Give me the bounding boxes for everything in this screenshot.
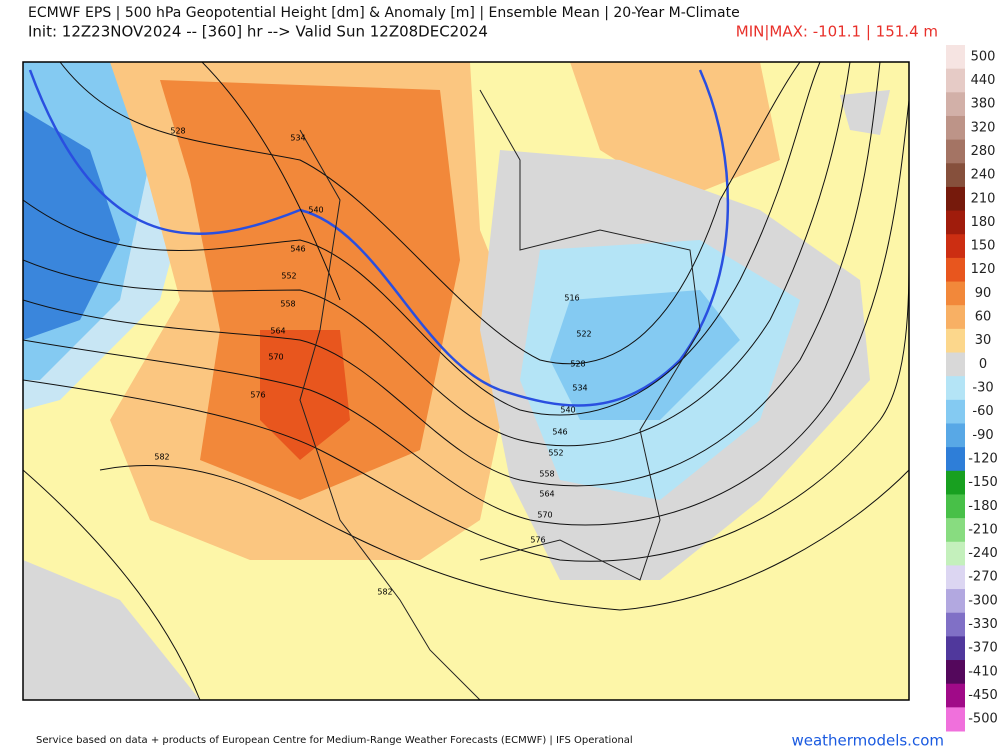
anomaly-area — [840, 90, 890, 135]
anomaly-area — [23, 110, 120, 340]
contour-label: 552 — [281, 272, 296, 281]
colorbar-label: -120 — [968, 451, 998, 466]
colorbar-label: 500 — [971, 49, 996, 64]
colorbar-swatch — [946, 45, 965, 70]
colorbar-swatch — [946, 447, 965, 472]
colorbar-swatch — [946, 68, 965, 93]
colorbar-swatch — [946, 305, 965, 330]
contour-label: 540 — [560, 406, 575, 415]
contour-label: 534 — [572, 384, 587, 393]
anomaly-area — [550, 290, 740, 420]
contour-label: 570 — [268, 353, 283, 362]
colorbar-label: -410 — [968, 664, 998, 679]
colorbar-label: 240 — [971, 168, 996, 183]
colorbar-swatch — [946, 210, 965, 235]
contour-label: 540 — [308, 206, 323, 215]
contours — [23, 62, 909, 700]
colorbar-swatch — [946, 352, 965, 377]
colorbar-swatch — [946, 115, 965, 141]
contour-label: 558 — [280, 300, 295, 309]
map-frame — [22, 61, 910, 701]
colorbar-swatch — [946, 565, 965, 590]
colorbar-label: 380 — [971, 97, 996, 112]
colorbar-swatch — [946, 589, 965, 614]
anomaly-area — [23, 560, 200, 700]
credit: Service based on data + products of Euro… — [36, 735, 633, 746]
anomaly-area — [160, 80, 460, 500]
contour-label: 528 — [170, 127, 185, 136]
contour-label: 576 — [530, 536, 545, 545]
colorbar-swatch — [946, 257, 965, 283]
colorbar-swatch — [946, 470, 965, 495]
contour-label: 522 — [576, 330, 591, 339]
map — [23, 62, 909, 700]
min-max: MIN|MAX: -101.1 | 151.4 m — [736, 23, 938, 41]
colorbar-swatch — [946, 423, 965, 448]
colorbar-label: 60 — [975, 310, 992, 325]
colorbar-label: -270 — [968, 570, 998, 585]
colorbar-label: -370 — [968, 641, 998, 656]
colorbar-swatch — [946, 707, 965, 732]
colorbar-label: -210 — [968, 522, 998, 537]
anomaly-area — [260, 330, 350, 460]
colorbar-swatch — [946, 186, 965, 212]
colorbar-swatch — [946, 612, 965, 637]
colorbar-swatch — [946, 376, 965, 401]
colorbar-label: -300 — [968, 593, 998, 608]
colorbar-label: 30 — [975, 333, 992, 348]
colorbar-label: -240 — [968, 546, 998, 561]
colorbar-swatch — [946, 139, 965, 164]
colorbar-label: 0 — [979, 357, 987, 372]
colorbar-label: 150 — [971, 239, 996, 254]
colorbar-label: 320 — [971, 120, 996, 135]
colorbar-label: -90 — [972, 428, 993, 443]
site[interactable]: weathermodels.com — [791, 732, 944, 750]
contour-label: 516 — [564, 294, 579, 303]
colorbar-swatch — [946, 541, 965, 566]
colorbar-swatch — [946, 328, 965, 354]
colorbar-label: -330 — [968, 617, 998, 632]
colorbar-label: 280 — [971, 144, 996, 159]
colorbar-swatch — [946, 494, 965, 519]
colorbar-label: -500 — [968, 712, 998, 727]
anomaly-area — [570, 62, 780, 200]
colorbar-swatch — [946, 660, 965, 685]
colorbar-label: -180 — [968, 499, 998, 514]
colorbar-swatch — [946, 399, 965, 424]
colorbar-label: -30 — [972, 381, 993, 396]
contour-label: 564 — [539, 490, 554, 499]
colorbar-swatch — [946, 281, 965, 306]
contour-label: 582 — [377, 588, 392, 597]
colorbar-label: -60 — [972, 404, 993, 419]
colorbar-label: 180 — [971, 215, 996, 230]
colorbar-label: 440 — [971, 73, 996, 88]
colorbar-swatch — [946, 518, 965, 543]
colorbar-swatch — [946, 234, 965, 259]
contour-label: 564 — [270, 327, 285, 336]
colorbar-label: 210 — [971, 191, 996, 206]
subtitle: Init: 12Z23NOV2024 -- [360] hr --> Valid… — [28, 23, 488, 41]
title: ECMWF EPS | 500 hPa Geopotential Height … — [28, 5, 740, 21]
colorbar-label: -150 — [968, 475, 998, 490]
contour-label: 576 — [250, 391, 265, 400]
colorbar-label: 90 — [975, 286, 992, 301]
colorbar-label: -450 — [968, 688, 998, 703]
contour-label: 546 — [552, 428, 567, 437]
contour-label: 528 — [570, 360, 585, 369]
colorbar-swatch — [946, 636, 965, 661]
coastline — [299, 89, 701, 700]
colorbar-label: 120 — [971, 262, 996, 277]
contour-label: 570 — [537, 511, 552, 520]
contour-540 — [28, 69, 730, 407]
contour-label: 552 — [548, 449, 563, 458]
colorbar-swatch — [946, 92, 965, 117]
colorbar-swatch — [946, 683, 965, 708]
colorbar-swatch — [946, 163, 965, 188]
contour-label: 558 — [539, 470, 554, 479]
contour-label: 582 — [154, 453, 169, 462]
contour-label: 534 — [290, 134, 305, 143]
contour-label: 546 — [290, 245, 305, 254]
